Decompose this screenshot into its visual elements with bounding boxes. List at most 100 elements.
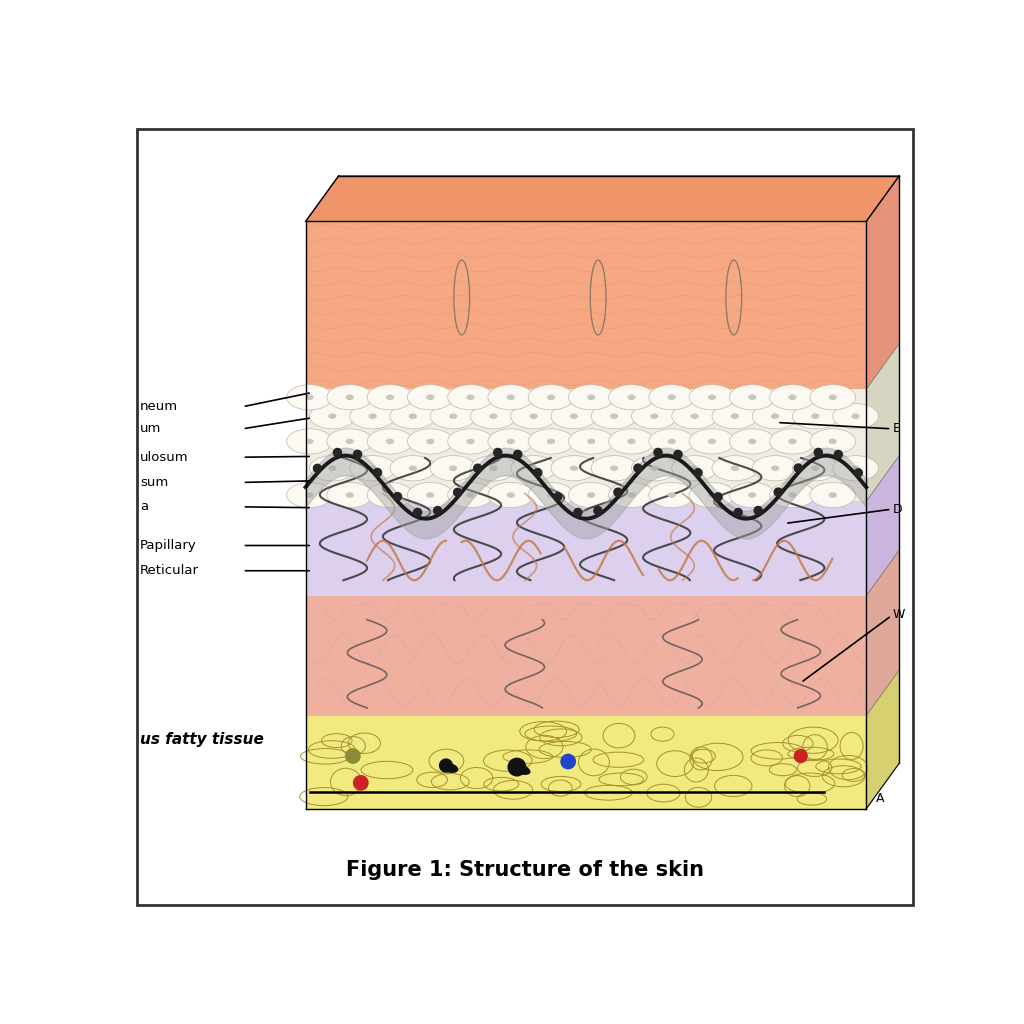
- Ellipse shape: [569, 466, 578, 471]
- Ellipse shape: [793, 456, 839, 481]
- Circle shape: [794, 463, 803, 473]
- Ellipse shape: [305, 438, 313, 444]
- Polygon shape: [305, 176, 899, 221]
- Ellipse shape: [346, 493, 354, 498]
- Ellipse shape: [430, 403, 476, 429]
- Ellipse shape: [350, 456, 395, 481]
- Ellipse shape: [587, 493, 595, 498]
- Ellipse shape: [672, 403, 718, 429]
- Ellipse shape: [749, 394, 757, 400]
- Polygon shape: [305, 502, 866, 596]
- Ellipse shape: [729, 385, 775, 410]
- Circle shape: [345, 749, 360, 764]
- Ellipse shape: [852, 466, 860, 471]
- Ellipse shape: [828, 394, 837, 400]
- Ellipse shape: [447, 385, 494, 410]
- Ellipse shape: [771, 466, 779, 471]
- Ellipse shape: [689, 429, 735, 454]
- Ellipse shape: [749, 493, 757, 498]
- Ellipse shape: [591, 403, 637, 429]
- Ellipse shape: [309, 456, 355, 481]
- Circle shape: [312, 464, 323, 473]
- Ellipse shape: [568, 385, 614, 410]
- Circle shape: [373, 468, 382, 477]
- Ellipse shape: [650, 414, 658, 419]
- Ellipse shape: [649, 429, 694, 454]
- Ellipse shape: [487, 482, 534, 508]
- Circle shape: [794, 749, 808, 763]
- Polygon shape: [305, 221, 866, 389]
- Text: us fatty tissue: us fatty tissue: [140, 732, 264, 746]
- Ellipse shape: [470, 456, 516, 481]
- Ellipse shape: [529, 466, 538, 471]
- Ellipse shape: [409, 466, 417, 471]
- Ellipse shape: [770, 385, 815, 410]
- Ellipse shape: [690, 466, 698, 471]
- Polygon shape: [305, 389, 866, 502]
- Ellipse shape: [450, 414, 458, 419]
- Ellipse shape: [712, 456, 758, 481]
- Ellipse shape: [668, 493, 676, 498]
- Ellipse shape: [507, 493, 515, 498]
- Circle shape: [560, 754, 577, 769]
- Ellipse shape: [408, 429, 454, 454]
- Text: Figure 1: Structure of the skin: Figure 1: Structure of the skin: [346, 860, 703, 881]
- Ellipse shape: [408, 385, 454, 410]
- Ellipse shape: [346, 394, 354, 400]
- Ellipse shape: [587, 438, 595, 444]
- Ellipse shape: [390, 456, 436, 481]
- Ellipse shape: [386, 394, 394, 400]
- Text: A: A: [876, 793, 884, 805]
- Ellipse shape: [810, 429, 856, 454]
- Ellipse shape: [450, 466, 458, 471]
- Circle shape: [854, 468, 863, 477]
- Ellipse shape: [466, 438, 475, 444]
- Ellipse shape: [426, 394, 434, 400]
- Text: Papillary: Papillary: [140, 539, 197, 552]
- Circle shape: [333, 447, 342, 458]
- Circle shape: [508, 758, 526, 776]
- Ellipse shape: [672, 456, 718, 481]
- Ellipse shape: [608, 385, 654, 410]
- Ellipse shape: [489, 466, 498, 471]
- Ellipse shape: [466, 394, 475, 400]
- Ellipse shape: [327, 385, 373, 410]
- Ellipse shape: [528, 482, 573, 508]
- Ellipse shape: [430, 456, 476, 481]
- Ellipse shape: [329, 414, 337, 419]
- Ellipse shape: [327, 482, 373, 508]
- Ellipse shape: [346, 438, 354, 444]
- Text: neum: neum: [140, 400, 178, 414]
- Ellipse shape: [810, 385, 856, 410]
- Ellipse shape: [507, 438, 515, 444]
- Ellipse shape: [770, 482, 815, 508]
- Ellipse shape: [770, 429, 815, 454]
- Circle shape: [714, 493, 723, 502]
- Ellipse shape: [369, 414, 377, 419]
- Ellipse shape: [327, 429, 373, 454]
- Circle shape: [553, 492, 562, 502]
- Ellipse shape: [487, 385, 534, 410]
- Circle shape: [834, 450, 843, 459]
- Ellipse shape: [811, 414, 819, 419]
- Ellipse shape: [309, 403, 355, 429]
- Ellipse shape: [329, 466, 337, 471]
- Ellipse shape: [287, 429, 333, 454]
- Polygon shape: [866, 670, 899, 809]
- Ellipse shape: [350, 403, 395, 429]
- Ellipse shape: [828, 438, 837, 444]
- Ellipse shape: [788, 394, 797, 400]
- Ellipse shape: [489, 414, 498, 419]
- Ellipse shape: [729, 482, 775, 508]
- Ellipse shape: [729, 429, 775, 454]
- Ellipse shape: [788, 493, 797, 498]
- Ellipse shape: [753, 403, 798, 429]
- Ellipse shape: [569, 414, 578, 419]
- Circle shape: [534, 468, 543, 477]
- Circle shape: [573, 508, 583, 517]
- Circle shape: [733, 508, 742, 517]
- Circle shape: [693, 468, 702, 477]
- Circle shape: [353, 775, 369, 791]
- Ellipse shape: [547, 394, 555, 400]
- Ellipse shape: [287, 385, 333, 410]
